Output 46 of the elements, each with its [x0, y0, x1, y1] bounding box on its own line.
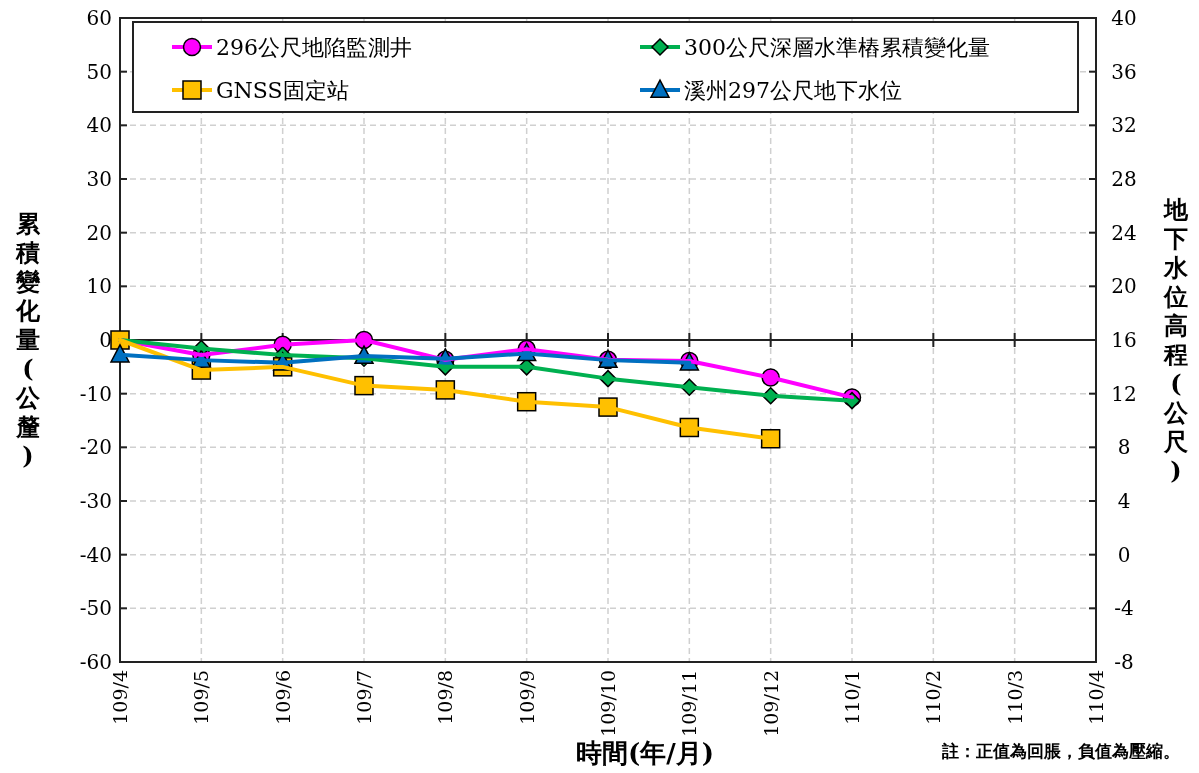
x-tick-label: 110/2 [922, 670, 945, 725]
x-axis-title: 時間(年/月) [575, 738, 715, 768]
y-tick-label: 10 [86, 274, 112, 299]
y2-tick-label: 8 [1117, 435, 1131, 460]
y2-tick-label: 24 [1111, 220, 1137, 245]
y-tick-label: 50 [86, 59, 112, 84]
text: 註：正值為回脹，負值為壓縮。 [941, 741, 1180, 761]
y2-tick-label: 0 [1117, 542, 1131, 567]
x-tick-label: 110/4 [1085, 670, 1107, 725]
y-tick-label: -30 [79, 489, 112, 513]
x-tick-label: 109/7 [353, 670, 375, 725]
y-tick-label: 60 [86, 6, 112, 30]
x-tick-label: 109/5 [190, 670, 213, 725]
x-tick-label: 109/11 [678, 670, 701, 737]
y2-tick-label: 16 [1111, 328, 1137, 352]
y-tick-label: -50 [79, 596, 112, 621]
y-tick-label: 40 [86, 113, 112, 138]
y-tick-label: 30 [86, 167, 112, 191]
y-tick-label: -20 [79, 435, 112, 460]
y-tick-label: -40 [79, 542, 112, 567]
y2-tick-label: 32 [1111, 113, 1137, 138]
x-tick-label: 109/10 [597, 670, 619, 737]
x-tick-label: 109/8 [434, 670, 457, 725]
legend-label: 296公尺地陷監測井 [216, 35, 412, 60]
y2-tick-label: 40 [1111, 6, 1137, 30]
legend-label: 300公尺深層水準樁累積變化量 [684, 35, 990, 60]
x-tick-label: 109/4 [109, 670, 131, 725]
y-tick-label: -10 [79, 381, 112, 406]
y2-tick-label: -4 [1114, 596, 1134, 621]
y2-tick-label: 12 [1111, 381, 1137, 406]
y-tick-label: -60 [79, 650, 112, 674]
x-tick-label: 109/12 [759, 670, 782, 737]
y2-tick-label: 4 [1117, 489, 1131, 513]
y2-tick-label: 36 [1111, 59, 1137, 84]
legend-label: GNSS固定站 [216, 78, 349, 103]
x-tick-label: 109/6 [271, 670, 294, 725]
x-tick-label: 110/1 [841, 670, 863, 725]
y2-tick-label: -8 [1114, 650, 1134, 674]
legend-label: 溪州297公尺地下水位 [684, 78, 902, 103]
x-tick-label: 109/9 [515, 670, 538, 725]
x-tick-label: 110/3 [1003, 670, 1026, 725]
text: 累積變化量(公釐) [16, 209, 40, 470]
y2-tick-label: 28 [1111, 167, 1137, 191]
text: 地下水位高程(公尺) [1164, 194, 1188, 485]
y-tick-label: 20 [86, 220, 112, 245]
y2-tick-label: 20 [1111, 274, 1137, 299]
